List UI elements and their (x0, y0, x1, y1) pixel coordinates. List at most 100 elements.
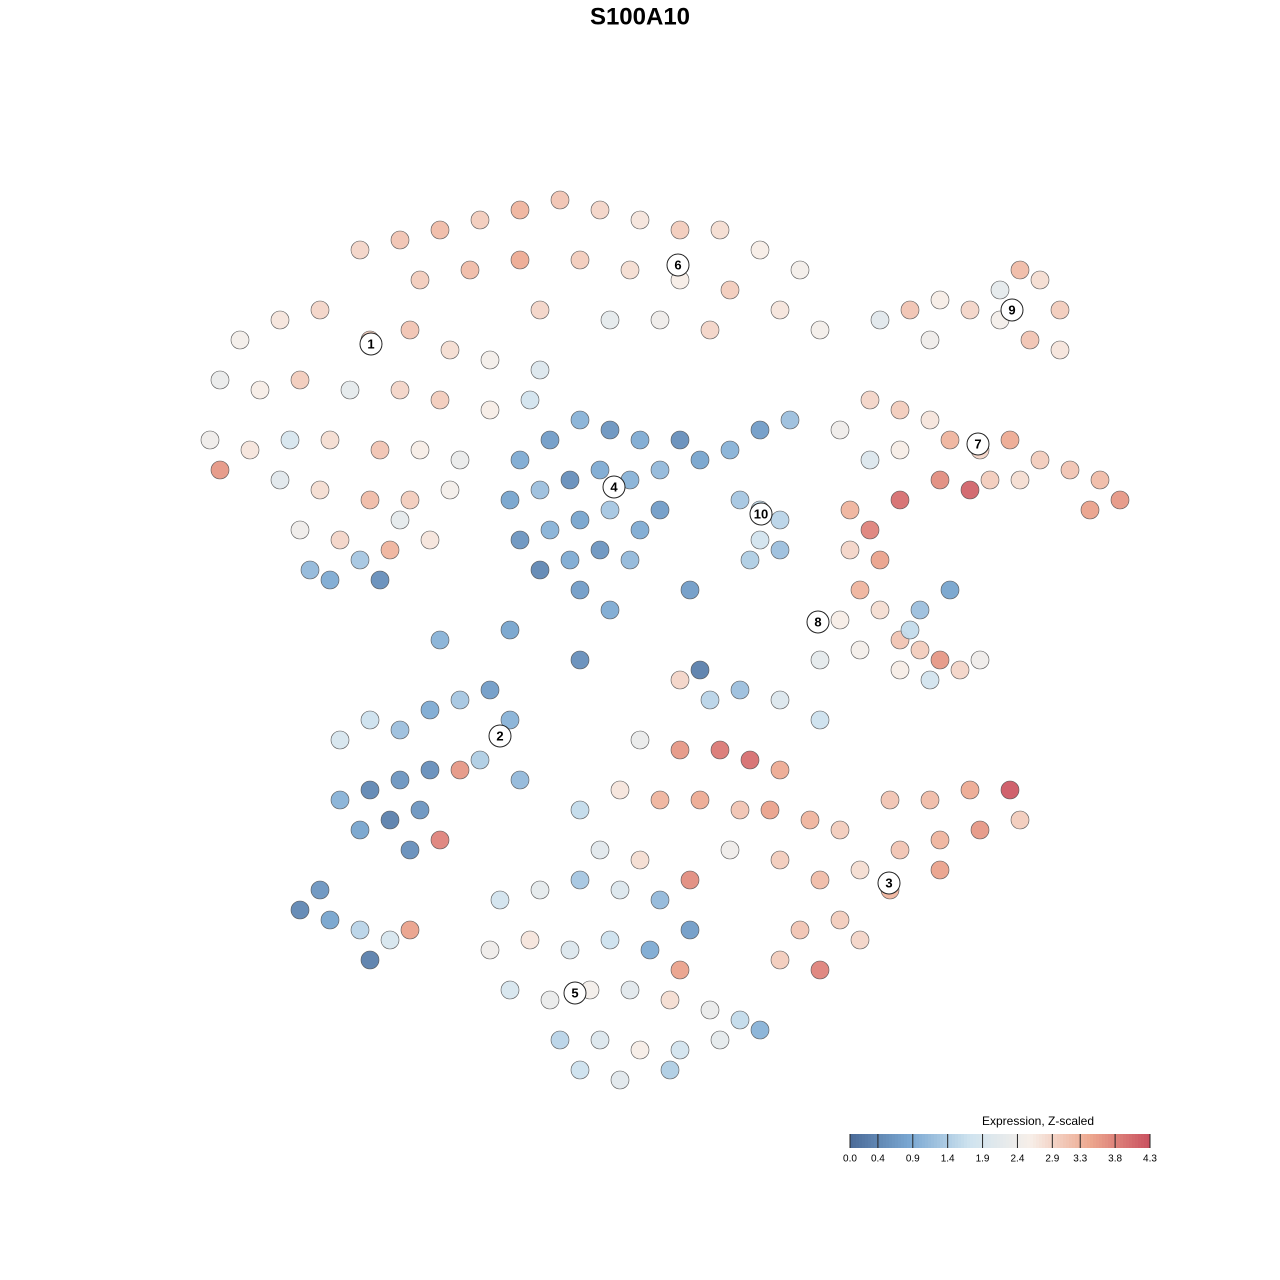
colorbar-segment (976, 1134, 980, 1148)
point (710, 740, 730, 760)
point (380, 930, 400, 950)
colorbar-segment (991, 1134, 995, 1148)
point (890, 840, 910, 860)
point (720, 440, 740, 460)
point (480, 350, 500, 370)
colorbar-segment (994, 1134, 998, 1148)
point (860, 520, 880, 540)
point (510, 200, 530, 220)
point (570, 410, 590, 430)
colorbar-tick-label: 3.8 (1108, 1154, 1122, 1165)
point (360, 950, 380, 970)
colorbar-segment (865, 1134, 869, 1148)
cluster-label: 3 (885, 875, 892, 890)
point (620, 980, 640, 1000)
point (720, 840, 740, 860)
colorbar-segment (988, 1134, 992, 1148)
point (1050, 300, 1070, 320)
point (500, 620, 520, 640)
colorbar-segment (1138, 1134, 1142, 1148)
colorbar-segment (1057, 1134, 1061, 1148)
point (690, 450, 710, 470)
point (550, 190, 570, 210)
point (460, 260, 480, 280)
point (240, 440, 260, 460)
point (700, 690, 720, 710)
point (560, 470, 580, 490)
colorbar-segment (952, 1134, 956, 1148)
point (600, 310, 620, 330)
point (850, 580, 870, 600)
point (870, 550, 890, 570)
point (860, 450, 880, 470)
colorbar-segment (982, 1134, 986, 1148)
point (930, 830, 950, 850)
colorbar-segment (1141, 1134, 1145, 1148)
point (400, 490, 420, 510)
colorbar-segment (880, 1134, 884, 1148)
point (350, 550, 370, 570)
cluster-label: 9 (1008, 302, 1015, 317)
point (560, 940, 580, 960)
point (520, 390, 540, 410)
point (700, 1000, 720, 1020)
point (920, 330, 940, 350)
point (290, 370, 310, 390)
point (600, 500, 620, 520)
point (830, 820, 850, 840)
colorbar-segment (1018, 1134, 1022, 1148)
colorbar-segment (874, 1134, 878, 1148)
point (940, 580, 960, 600)
colorbar-segment (895, 1134, 899, 1148)
point (670, 670, 690, 690)
point (630, 730, 650, 750)
colorbar-segment (970, 1134, 974, 1148)
colorbar-segment (1066, 1134, 1070, 1148)
colorbar-segment (1105, 1134, 1109, 1148)
point (870, 600, 890, 620)
point (550, 1030, 570, 1050)
point (430, 630, 450, 650)
point (500, 490, 520, 510)
point (630, 850, 650, 870)
point (1000, 780, 1020, 800)
point (330, 730, 350, 750)
point (410, 270, 430, 290)
colorbar-tick-label: 2.9 (1045, 1154, 1059, 1165)
point (1030, 450, 1050, 470)
cluster-marker (806, 610, 830, 634)
colorbar-segment (1120, 1134, 1124, 1148)
point (660, 1060, 680, 1080)
point (530, 480, 550, 500)
point (350, 240, 370, 260)
colorbar-segment (1117, 1134, 1121, 1148)
point (360, 710, 380, 730)
point (920, 670, 940, 690)
point (670, 740, 690, 760)
point (770, 760, 790, 780)
colorbar-segment (973, 1134, 977, 1148)
point (620, 550, 640, 570)
colorbar-segment (916, 1134, 920, 1148)
point (690, 660, 710, 680)
point (630, 430, 650, 450)
point (900, 620, 920, 640)
colorbar-tick-label: 4.3 (1143, 1154, 1157, 1165)
point (510, 250, 530, 270)
point (810, 710, 830, 730)
point (810, 320, 830, 340)
point (290, 900, 310, 920)
point (960, 780, 980, 800)
point (770, 690, 790, 710)
point (640, 940, 660, 960)
colorbar-segment (943, 1134, 947, 1148)
point (470, 750, 490, 770)
point (810, 870, 830, 890)
point (1020, 330, 1040, 350)
point (570, 1060, 590, 1080)
point (530, 560, 550, 580)
point (930, 470, 950, 490)
point (380, 540, 400, 560)
cluster-label: 6 (674, 257, 681, 272)
